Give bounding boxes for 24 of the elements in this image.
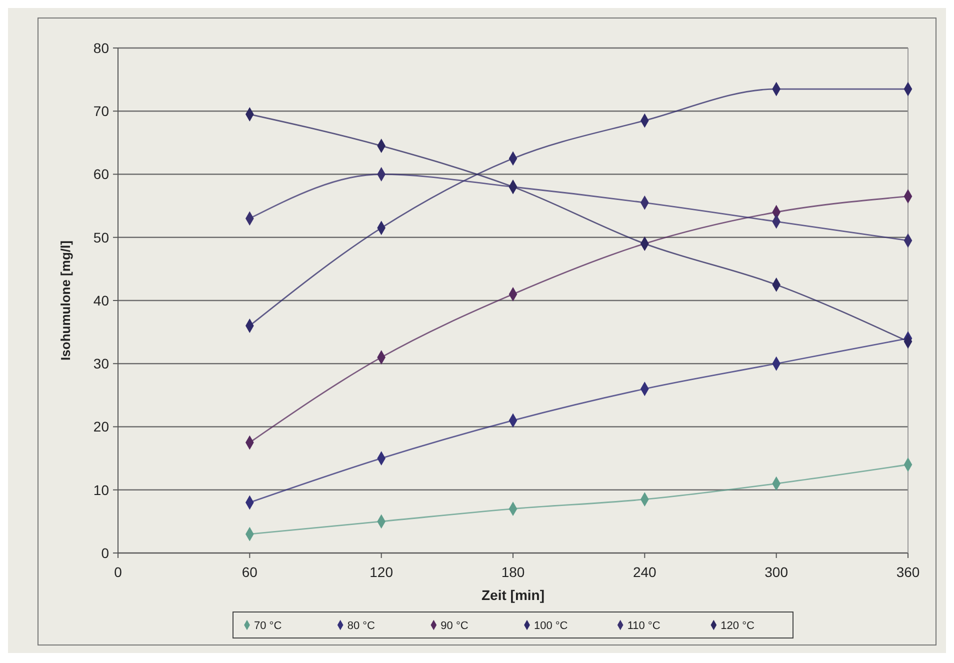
x-tick-label: 360 (896, 564, 920, 580)
x-tick-label: 300 (764, 564, 788, 580)
y-tick-label: 70 (93, 103, 110, 120)
x-tick-label: 180 (501, 564, 525, 580)
y-tick-label: 30 (93, 356, 110, 372)
y-tick-label: 50 (93, 229, 110, 246)
legend-label: 120 °C (720, 620, 754, 632)
x-tick-label: 60 (242, 564, 258, 580)
y-tick-label: 10 (93, 482, 110, 498)
legend-label: 100 °C (534, 620, 568, 632)
legend-label: 80 °C (347, 620, 376, 632)
y-tick-label: 60 (93, 166, 110, 182)
y-tick-label: 20 (93, 418, 110, 435)
x-axis-title: Zeit [min] (482, 587, 544, 603)
legend-label: 70 °C (254, 620, 282, 632)
x-tick-label: 0 (114, 564, 122, 580)
x-tick-label: 120 (370, 564, 394, 580)
y-axis-title: Isohumulone [mg/l] (58, 240, 73, 360)
y-tick-label: 80 (93, 40, 110, 56)
legend-label: 110 °C (627, 620, 660, 632)
y-tick-label: 0 (101, 544, 110, 561)
x-tick-label: 240 (632, 564, 657, 580)
legend-label: 90 °C (440, 620, 468, 632)
y-tick-label: 40 (93, 292, 110, 308)
